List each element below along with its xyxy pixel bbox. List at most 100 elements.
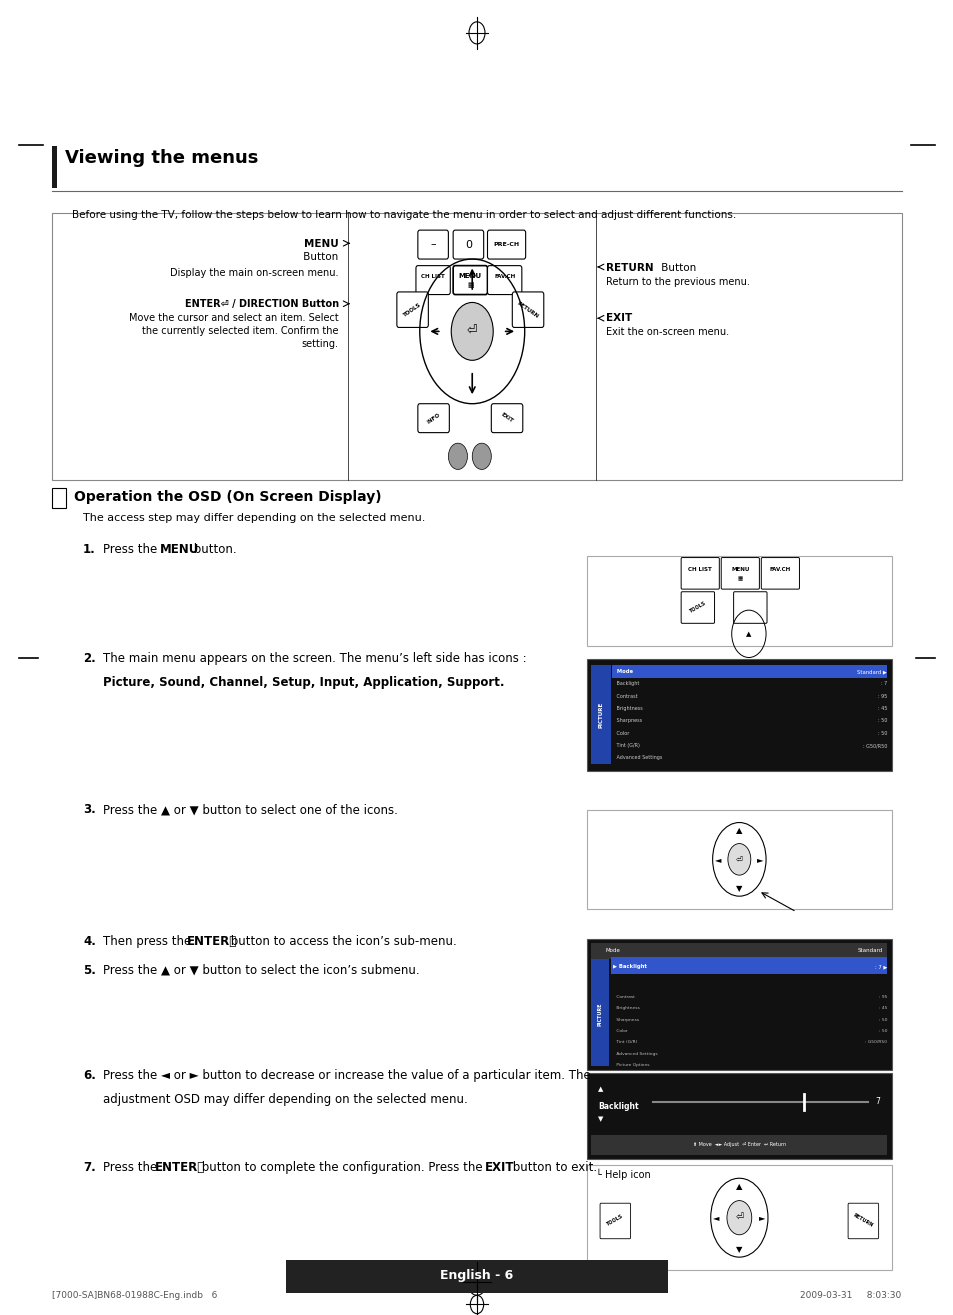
Text: : G50/R50: : G50/R50 bbox=[864, 1040, 886, 1044]
FancyBboxPatch shape bbox=[51, 488, 66, 508]
Text: ▲: ▲ bbox=[736, 1182, 741, 1190]
Text: EXIT: EXIT bbox=[605, 313, 632, 323]
Text: ENTER⮐: ENTER⮐ bbox=[154, 1161, 205, 1174]
Text: Brightness: Brightness bbox=[615, 706, 642, 711]
Circle shape bbox=[726, 1201, 751, 1235]
FancyBboxPatch shape bbox=[720, 558, 759, 589]
Text: PICTURE: PICTURE bbox=[597, 1002, 602, 1026]
Text: CH LIST: CH LIST bbox=[421, 274, 444, 279]
Text: 5.: 5. bbox=[83, 964, 95, 977]
Text: ▲: ▲ bbox=[745, 631, 751, 636]
FancyBboxPatch shape bbox=[586, 939, 891, 1070]
FancyBboxPatch shape bbox=[52, 146, 57, 188]
Text: RETURN: RETURN bbox=[516, 300, 539, 320]
FancyBboxPatch shape bbox=[417, 230, 448, 259]
Text: Display the main on-screen menu.: Display the main on-screen menu. bbox=[170, 268, 338, 279]
Text: button.: button. bbox=[190, 543, 236, 556]
Text: ▲: ▲ bbox=[598, 1086, 603, 1093]
FancyBboxPatch shape bbox=[847, 1203, 878, 1239]
Text: The access step may differ depending on the selected menu.: The access step may differ depending on … bbox=[83, 513, 425, 523]
FancyBboxPatch shape bbox=[416, 266, 450, 295]
FancyBboxPatch shape bbox=[591, 1135, 886, 1155]
FancyBboxPatch shape bbox=[760, 558, 799, 589]
FancyBboxPatch shape bbox=[396, 292, 428, 327]
Text: MENU: MENU bbox=[730, 567, 749, 572]
Text: : 95: : 95 bbox=[878, 995, 886, 999]
Text: TOOLS: TOOLS bbox=[688, 601, 706, 614]
Text: button to exit.: button to exit. bbox=[509, 1161, 597, 1174]
Text: ▼: ▼ bbox=[736, 1245, 741, 1253]
Text: Sharpness: Sharpness bbox=[615, 1018, 639, 1022]
Text: 7: 7 bbox=[874, 1098, 880, 1106]
Text: Standard ▶: Standard ▶ bbox=[857, 669, 886, 675]
Text: Then press the: Then press the bbox=[103, 935, 194, 948]
FancyBboxPatch shape bbox=[491, 404, 522, 433]
Text: 0: 0 bbox=[464, 239, 472, 250]
FancyBboxPatch shape bbox=[453, 230, 483, 259]
FancyBboxPatch shape bbox=[512, 292, 543, 327]
Text: : G50/R50: : G50/R50 bbox=[862, 743, 886, 748]
Text: Button: Button bbox=[300, 252, 338, 263]
Text: MENU: MENU bbox=[160, 543, 199, 556]
FancyBboxPatch shape bbox=[417, 404, 449, 433]
FancyBboxPatch shape bbox=[487, 266, 521, 295]
Text: Press the ◄ or ► button to decrease or increase the value of a particular item. : Press the ◄ or ► button to decrease or i… bbox=[103, 1069, 590, 1082]
Text: : 7 ▶: : 7 ▶ bbox=[874, 964, 886, 969]
Text: MENU: MENU bbox=[304, 239, 338, 250]
Text: Press the ▲ or ▼ button to select the icon’s submenu.: Press the ▲ or ▼ button to select the ic… bbox=[103, 964, 419, 977]
Text: Color: Color bbox=[615, 1028, 627, 1034]
Circle shape bbox=[451, 302, 493, 360]
Text: : 95: : 95 bbox=[877, 694, 886, 698]
Text: [7000-SA]BN68-01988C-Eng.indb   6: [7000-SA]BN68-01988C-Eng.indb 6 bbox=[52, 1291, 217, 1299]
Text: Operation the OSD (On Screen Display): Operation the OSD (On Screen Display) bbox=[74, 490, 381, 505]
Text: ▲: ▲ bbox=[736, 826, 741, 835]
Text: button to access the icon’s sub-menu.: button to access the icon’s sub-menu. bbox=[227, 935, 456, 948]
Text: ◄: ◄ bbox=[713, 1214, 719, 1222]
Text: button to complete the configuration. Press the: button to complete the configuration. Pr… bbox=[198, 1161, 486, 1174]
Text: ⏎: ⏎ bbox=[735, 1212, 742, 1223]
Text: Press the ▲ or ▼ button to select one of the icons.: Press the ▲ or ▼ button to select one of… bbox=[103, 803, 397, 817]
Text: : 50: : 50 bbox=[878, 1028, 886, 1034]
Text: the currently selected item. Confirm the: the currently selected item. Confirm the bbox=[142, 326, 338, 337]
Text: ⬆ Move  ◄► Adjust  ⏎ Enter  ↩ Return: ⬆ Move ◄► Adjust ⏎ Enter ↩ Return bbox=[692, 1143, 785, 1147]
Text: Picture Options: Picture Options bbox=[615, 1063, 649, 1066]
Text: └ Help icon: └ Help icon bbox=[596, 1169, 650, 1181]
Text: Advanced Settings: Advanced Settings bbox=[615, 755, 662, 760]
Text: 2009-03-31     8:03:30: 2009-03-31 8:03:30 bbox=[800, 1291, 901, 1299]
Text: ⏎: ⏎ bbox=[466, 325, 477, 338]
Text: RETURN: RETURN bbox=[851, 1212, 874, 1228]
Text: EXIT: EXIT bbox=[499, 412, 514, 425]
Text: 2.: 2. bbox=[83, 652, 95, 665]
Text: adjustment OSD may differ depending on the selected menu.: adjustment OSD may differ depending on t… bbox=[103, 1093, 467, 1106]
Text: Move the cursor and select an item. Select: Move the cursor and select an item. Sele… bbox=[129, 313, 338, 323]
FancyBboxPatch shape bbox=[586, 659, 891, 771]
Text: : 50: : 50 bbox=[877, 718, 886, 723]
Text: ►: ► bbox=[757, 855, 762, 864]
FancyBboxPatch shape bbox=[591, 665, 610, 764]
Text: The main menu appears on the screen. The menu’s left side has icons :: The main menu appears on the screen. The… bbox=[103, 652, 530, 665]
FancyBboxPatch shape bbox=[586, 1165, 891, 1270]
Text: : 7: : 7 bbox=[880, 681, 886, 686]
Text: 3.: 3. bbox=[83, 803, 95, 817]
Text: TOOLS: TOOLS bbox=[402, 301, 422, 318]
Text: Contrast: Contrast bbox=[615, 694, 638, 698]
FancyBboxPatch shape bbox=[610, 957, 886, 974]
FancyBboxPatch shape bbox=[680, 558, 719, 589]
Text: ENTER⮐: ENTER⮐ bbox=[187, 935, 237, 948]
Text: Sharpness: Sharpness bbox=[615, 718, 641, 723]
Text: INFO: INFO bbox=[426, 412, 440, 425]
Text: Tint (G/R): Tint (G/R) bbox=[615, 1040, 637, 1044]
Text: ▼: ▼ bbox=[598, 1116, 603, 1123]
Text: Contrast: Contrast bbox=[615, 995, 635, 999]
Text: Advanced Settings: Advanced Settings bbox=[615, 1052, 658, 1056]
FancyBboxPatch shape bbox=[612, 665, 886, 677]
Text: Viewing the menus: Viewing the menus bbox=[65, 149, 258, 167]
Text: : 45: : 45 bbox=[877, 706, 886, 711]
Text: Button: Button bbox=[658, 263, 696, 274]
Text: Mode: Mode bbox=[605, 948, 620, 953]
Text: Brightness: Brightness bbox=[615, 1006, 639, 1010]
FancyBboxPatch shape bbox=[733, 592, 766, 623]
Text: FAV.CH: FAV.CH bbox=[494, 274, 515, 279]
Text: ►: ► bbox=[759, 1214, 764, 1222]
Text: –: – bbox=[430, 239, 436, 250]
